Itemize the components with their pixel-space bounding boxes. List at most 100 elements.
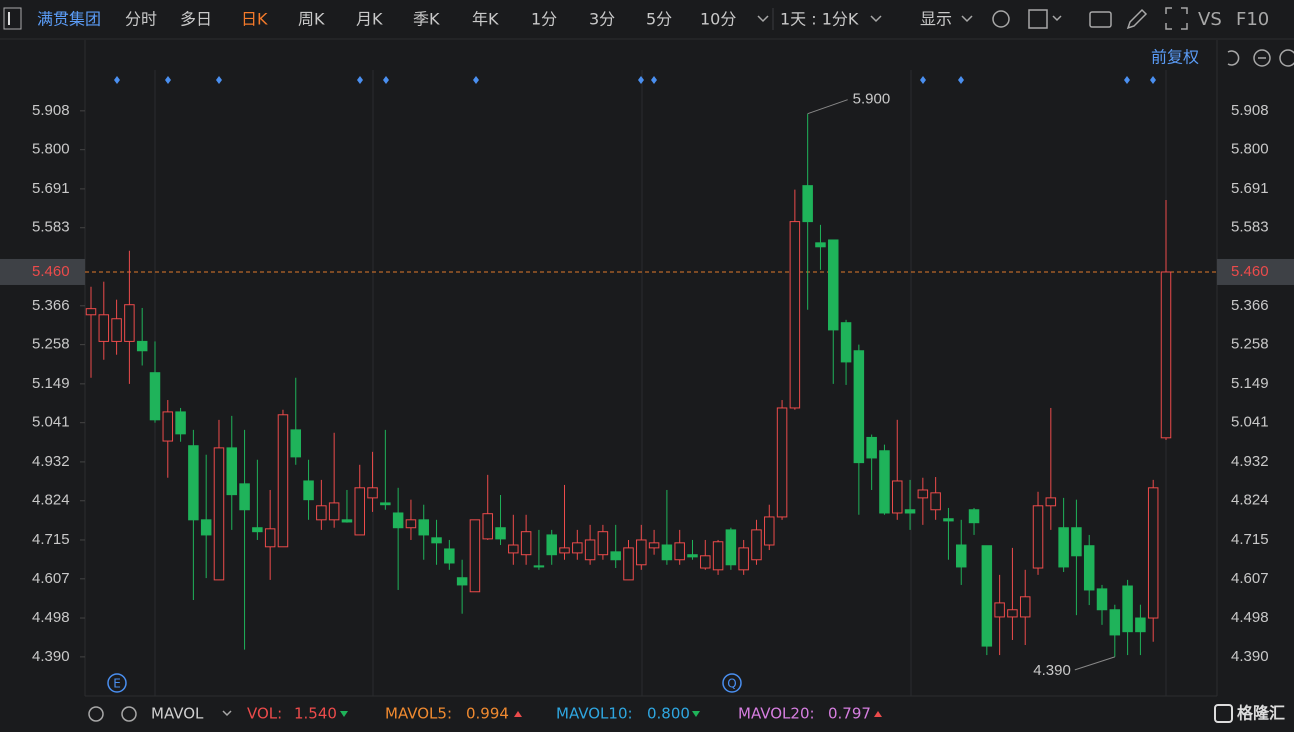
y-tick-label: 4.824 [32,492,70,509]
candle-body [1019,596,1031,618]
candle-body [136,340,148,352]
y-tick-label-right: 4.824 [1231,492,1269,509]
candle-body [546,534,557,556]
y-tick-label-right: 5.149 [1231,375,1269,392]
box-icon[interactable] [1028,9,1048,29]
indicator-name[interactable]: MAVOL [151,705,204,723]
pen-icon[interactable] [1126,8,1148,30]
candle-body [674,542,685,561]
candle-body [879,450,890,514]
menu-icon[interactable] [3,7,22,30]
y-tick-label-right: 4.607 [1231,570,1269,587]
candle-body [853,350,865,464]
period-tab[interactable]: 周K [298,10,325,29]
settings-icon[interactable] [992,10,1010,28]
event-marker[interactable] [165,76,171,84]
candle-body [85,308,97,316]
zoom-out-icon[interactable] [1253,49,1271,67]
candle-body [188,445,199,521]
candle-body [1135,617,1146,633]
candle-body [636,539,647,566]
y-tick-label: 5.149 [32,375,70,392]
candle-body [1058,527,1069,568]
brand-logo [1214,704,1233,723]
vs-button[interactable]: VS [1198,9,1222,30]
indicator-settings[interactable] [88,706,104,722]
candle-body [200,519,212,536]
plot: 4.390 4.390 4.498 4.498 4.607 4.607 4.715 4.715… [0,91,1294,679]
y-tick-label-right: 4.498 [1231,609,1269,626]
event-marker[interactable] [1124,76,1130,84]
candle-body [149,372,161,421]
event-marker[interactable] [651,76,657,84]
period-tab[interactable]: 日K [241,10,268,29]
candle-body [264,528,276,548]
period-tab[interactable]: 季K [413,10,440,29]
candle-body [828,239,839,331]
range-select[interactable]: 1天 : 1分K [780,10,859,29]
candle-body [316,505,327,521]
candle-body [1160,271,1172,439]
annotation-label: 5.900 [853,91,891,108]
dropdown-arrow[interactable] [870,15,882,23]
candle-body [392,512,404,529]
period-tab[interactable]: 分时 [125,10,157,29]
period-tab[interactable]: 1分 [531,10,557,29]
y-tick-label-right: 5.366 [1231,297,1269,314]
camera-icon[interactable] [1089,11,1112,28]
indicator-close[interactable] [121,706,137,722]
candle-body [892,480,903,514]
candle-body [1147,487,1159,619]
candle-body [444,548,455,564]
candle-body [418,519,429,536]
event-marker[interactable] [920,76,926,84]
candle-body [917,489,929,499]
candle-body [955,544,967,568]
annotation-leader [1074,656,1115,671]
candle-body [239,483,250,511]
period-tab[interactable]: 10分 [700,10,736,29]
event-marker[interactable] [638,76,644,84]
event-marker[interactable] [114,76,120,84]
event-marker[interactable] [357,76,363,84]
candle-body [520,531,532,556]
indicator-value: 0.797 [828,705,871,723]
period-tab[interactable]: 多日 [180,10,212,29]
candle-body [725,529,737,566]
candle-body [1071,527,1082,557]
event-marker[interactable] [216,76,222,84]
f10-button[interactable]: F10 [1236,9,1269,30]
indicator-values: VOL: 1.540 MAVOL5: 0.994 MAVOL10: 0.800 MAVOL2… [247,705,882,723]
dropdown-arrow[interactable] [757,15,769,23]
zoom-in-icon[interactable] [1279,49,1294,67]
candle-body [213,447,225,581]
stock-name[interactable]: 满贯集团 [37,10,101,29]
period-tab[interactable]: 5分 [646,10,672,29]
adjust-mode[interactable]: 前复权 [1151,48,1199,67]
fullscreen-icon[interactable] [1165,7,1188,30]
dropdown-arrow[interactable] [961,15,973,23]
candle-body [354,487,365,536]
dropdown-arrow[interactable] [1052,15,1062,22]
event-marker[interactable] [958,76,964,84]
candle-body [610,551,621,561]
event-marker[interactable] [383,76,389,84]
indicator-label: MAVOL20: [738,705,815,723]
event-marker[interactable] [473,76,479,84]
display-menu[interactable]: 显示 [920,10,952,29]
event-marker[interactable] [1150,76,1156,84]
candle-body [367,487,378,499]
period-tab[interactable]: 月K [356,10,383,29]
candle-body [533,565,545,568]
period-tab[interactable]: 3分 [589,10,615,29]
event-badge[interactable] [107,673,127,693]
dropdown-arrow[interactable] [222,710,232,717]
event-badge[interactable] [722,673,742,693]
undo-icon[interactable] [1227,50,1240,66]
trend-arrow [340,711,348,717]
period-tab[interactable]: 年K [472,10,499,29]
y-tick-label: 4.498 [32,609,70,626]
y-tick-label-right: 5.583 [1231,219,1269,236]
candle-body [802,185,813,223]
candle-body [277,414,289,548]
